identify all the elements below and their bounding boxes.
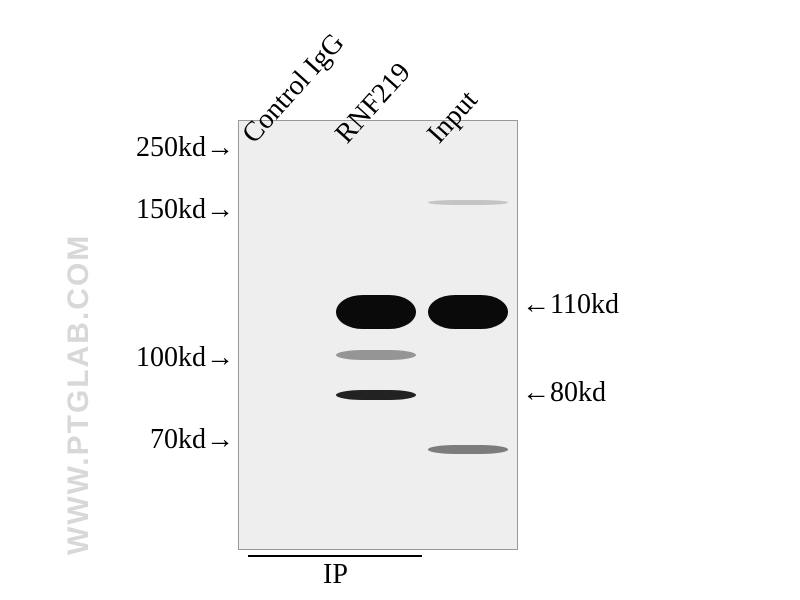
left-marker-1: 150kd→ (136, 194, 234, 226)
left-marker-0: 250kd→ (136, 132, 234, 164)
right-marker-1: ←80kd (522, 377, 606, 409)
band-4 (428, 445, 508, 454)
band-2 (336, 350, 416, 360)
band-5 (428, 200, 508, 205)
band-1 (428, 295, 508, 329)
right-marker-0: ←110kd (522, 289, 619, 321)
ip-bracket-label: IP (323, 559, 348, 591)
figure-root: Control IgGRNF219Input 250kd→150kd→100kd… (0, 0, 800, 600)
blot-membrane (238, 120, 518, 550)
band-0 (336, 295, 416, 329)
band-3 (336, 390, 416, 400)
watermark-text: WWW.PTGLAB.COM (62, 234, 96, 555)
left-marker-3: 70kd→ (150, 424, 234, 456)
ip-bracket-bar (248, 555, 422, 557)
left-marker-2: 100kd→ (136, 342, 234, 374)
